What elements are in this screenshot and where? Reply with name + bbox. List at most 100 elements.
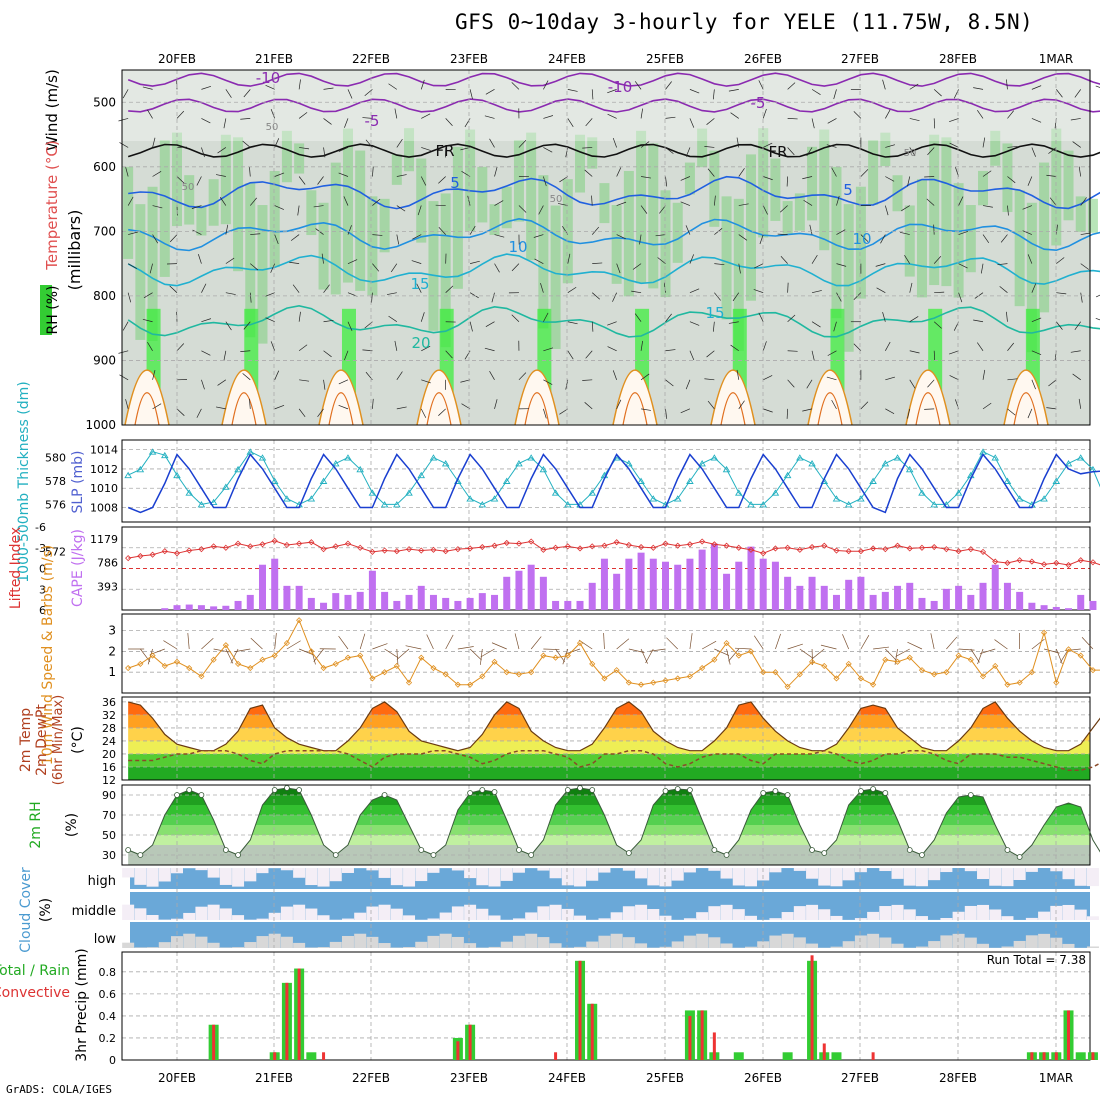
thickness-point xyxy=(331,460,340,467)
thickness-axis-label: 1000-500mb Thickness (dm) xyxy=(16,381,32,582)
cloud-gap xyxy=(647,909,660,920)
credit-text: GrADS: COLA/IGES xyxy=(6,1083,112,1096)
cape-bar xyxy=(1028,602,1036,610)
thickness-tick: 580 xyxy=(45,452,66,465)
cape-bar xyxy=(356,591,364,610)
cloud-gap xyxy=(622,937,635,948)
wind-speed-point xyxy=(283,640,290,647)
wind-barb xyxy=(762,205,768,215)
cape-bar xyxy=(1040,605,1048,610)
wind-barb xyxy=(1056,292,1067,295)
cloud-row-label: high xyxy=(88,874,116,889)
cloud-gap xyxy=(769,935,782,948)
isotherm-label: -10 xyxy=(608,78,633,96)
rh-tick: 30 xyxy=(102,849,116,862)
lifted-index-point xyxy=(576,545,584,552)
wind-barb xyxy=(933,118,936,129)
wind-barb xyxy=(909,118,920,121)
wind-barb xyxy=(344,350,349,361)
wind-speed-point xyxy=(992,662,999,670)
wind-barb xyxy=(899,232,910,235)
cloud-axis-label-1: Cloud Cover xyxy=(18,867,34,953)
wind-barb xyxy=(274,205,284,210)
precip-conv-bar xyxy=(1067,1010,1071,1060)
precip-axis-label: 3hr Precip (mm) xyxy=(74,948,90,1061)
wind-barb xyxy=(323,118,332,125)
cloud-gap xyxy=(635,868,648,879)
wind-barb xyxy=(388,315,398,323)
wind-barb xyxy=(655,234,666,237)
cape-bar xyxy=(918,597,926,610)
lifted-index-point xyxy=(442,548,449,555)
precip-tick: 0.8 xyxy=(99,966,117,979)
wind-speed-point xyxy=(650,679,657,686)
wind-barb xyxy=(1074,89,1082,98)
lifted-index-point xyxy=(589,543,596,550)
cloud-gap xyxy=(854,868,867,873)
wind-barb xyxy=(469,321,473,332)
wind-barb xyxy=(347,259,358,264)
precip-tick: 0.4 xyxy=(99,1010,117,1023)
wind-barb xyxy=(997,263,1008,266)
surface-wind-barb xyxy=(396,648,410,660)
wind-barb xyxy=(118,118,129,122)
cloud-gap xyxy=(879,906,892,920)
wind-barb xyxy=(777,233,788,235)
wind-barb xyxy=(882,79,886,90)
cloud-gap xyxy=(232,947,245,948)
lifted-index-point xyxy=(381,547,388,554)
wind-barb xyxy=(612,137,617,148)
rh-patch xyxy=(489,204,500,235)
wind-barb xyxy=(125,399,129,409)
cloud-gap xyxy=(366,868,379,871)
cloud-gap xyxy=(744,915,757,920)
cloud-gap xyxy=(561,868,574,886)
cape-bar xyxy=(991,564,999,610)
wind-barb xyxy=(421,345,431,352)
wind-barb xyxy=(313,205,324,208)
cloud-gap xyxy=(415,941,428,948)
rh-patch xyxy=(794,193,805,231)
surface-wind-barb xyxy=(1059,648,1069,663)
cloud-gap xyxy=(574,915,587,920)
surface-wind-barb xyxy=(445,634,454,650)
wind-barb xyxy=(1007,146,1018,148)
surface-wind-barb xyxy=(734,647,752,650)
thickness-point xyxy=(698,460,706,467)
wind-barb xyxy=(317,408,324,418)
wind-speed-point xyxy=(943,669,950,676)
lifted-index-point xyxy=(320,546,327,553)
cape-bar xyxy=(625,558,633,610)
wind-barb xyxy=(338,379,349,385)
cape-bar xyxy=(417,585,425,610)
rh-point xyxy=(564,787,571,793)
lifted-index-point xyxy=(943,546,950,553)
wind-barb xyxy=(973,319,984,323)
lifted-index-point xyxy=(699,538,706,545)
rh-patch xyxy=(465,129,476,231)
slp-tick: 1014 xyxy=(90,444,118,457)
rh-patch xyxy=(269,170,280,268)
lifted-index-point xyxy=(845,548,852,555)
rh-patch xyxy=(526,132,537,261)
cloud-gap xyxy=(317,947,330,948)
cloud-gap xyxy=(683,935,696,948)
lifted-index-point xyxy=(503,539,510,546)
wind-barb xyxy=(1031,317,1042,323)
cloud-gap xyxy=(622,868,635,871)
wind-barb xyxy=(933,255,942,264)
lifted-index-point xyxy=(210,543,217,550)
cloud-gap xyxy=(219,908,232,920)
wind-barb xyxy=(362,117,373,119)
wind-barb xyxy=(949,142,959,148)
rh-point xyxy=(967,792,974,798)
cloud-gap xyxy=(671,941,684,948)
precip-conv-bar xyxy=(468,1024,472,1060)
cape-bar xyxy=(845,579,853,610)
cape-bar xyxy=(637,552,645,610)
wind-barb xyxy=(616,201,627,206)
lifted-index-point xyxy=(222,544,229,551)
wind-barb xyxy=(591,89,594,100)
upper-air-frame xyxy=(121,69,1091,426)
wind-speed-point xyxy=(247,664,254,672)
